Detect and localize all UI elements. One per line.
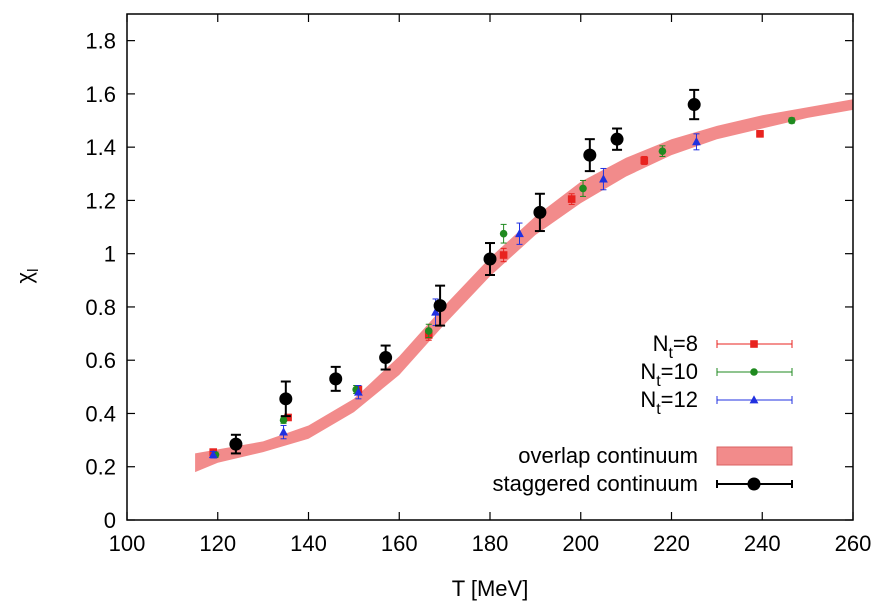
data-point bbox=[354, 387, 363, 396]
data-point bbox=[499, 251, 508, 259]
x-tick-label: 240 bbox=[744, 531, 781, 556]
legend-label-sub: t bbox=[656, 401, 661, 418]
data-point bbox=[329, 372, 343, 386]
x-axis-title: T [MeV] bbox=[452, 576, 529, 601]
y-tick-label: 1 bbox=[104, 242, 116, 267]
legend-label: staggered continuum bbox=[493, 471, 698, 496]
data-point bbox=[583, 148, 597, 162]
y-tick-label: 1.8 bbox=[85, 29, 116, 54]
data-point bbox=[483, 252, 497, 266]
data-point bbox=[515, 228, 524, 238]
data-point bbox=[687, 98, 701, 112]
y-tick-label: 0.4 bbox=[85, 401, 116, 426]
legend-marker bbox=[749, 395, 759, 404]
legend-label-main: N bbox=[640, 387, 656, 412]
y-tick-label: 0.6 bbox=[85, 348, 116, 373]
legend-label: Nt=10 bbox=[640, 359, 698, 390]
legend-label: Nt=8 bbox=[653, 331, 698, 362]
legend-label-main: N bbox=[653, 331, 669, 356]
data-point bbox=[424, 327, 433, 335]
data-point bbox=[499, 229, 508, 238]
x-tick-label: 200 bbox=[562, 531, 599, 556]
data-point bbox=[229, 437, 243, 451]
series-1 bbox=[211, 116, 796, 459]
y-axis-title-sub: l bbox=[25, 269, 42, 272]
legend-label-band: overlap continuum bbox=[518, 443, 698, 468]
legend-label-sub: t bbox=[668, 345, 673, 362]
x-tick-label: 100 bbox=[109, 531, 146, 556]
legend-label-tail: =10 bbox=[661, 359, 698, 384]
data-point bbox=[379, 351, 393, 365]
data-point bbox=[579, 184, 587, 193]
y-tick-label: 0.8 bbox=[85, 295, 116, 320]
data-point bbox=[599, 174, 608, 183]
data-point bbox=[533, 205, 547, 219]
legend-label-tail: =12 bbox=[661, 387, 698, 412]
data-point bbox=[279, 427, 288, 436]
series-3 bbox=[229, 88, 701, 455]
series-2 bbox=[208, 133, 701, 459]
y-tick-label: 1.4 bbox=[85, 135, 116, 160]
legend-marker bbox=[750, 368, 758, 376]
legend-marker bbox=[747, 477, 761, 491]
ticks-layer: 100 120 140 160 180 200 220 240 260 0 0.2 0.4 0.6 0.8… bbox=[85, 14, 871, 556]
y-axis-title: χl bbox=[12, 269, 42, 284]
y-axis-title-main: χ bbox=[12, 271, 37, 283]
data-point bbox=[787, 116, 796, 125]
data-point bbox=[284, 413, 292, 422]
legend-label-main: N bbox=[640, 359, 656, 384]
legend-band-swatch bbox=[716, 446, 793, 466]
x-tick-label: 120 bbox=[199, 531, 236, 556]
data-point bbox=[279, 392, 293, 406]
points-layer bbox=[208, 88, 796, 459]
legend-label-tail: =8 bbox=[673, 331, 698, 356]
legend-marker bbox=[750, 340, 758, 348]
x-tick-label: 160 bbox=[381, 531, 418, 556]
y-tick-label: 1.2 bbox=[85, 188, 116, 213]
x-tick-label: 220 bbox=[653, 531, 690, 556]
data-point bbox=[433, 299, 447, 313]
legend-label-sub: t bbox=[656, 373, 661, 390]
data-point bbox=[692, 137, 701, 146]
data-point bbox=[756, 130, 764, 138]
x-tick-label: 180 bbox=[472, 531, 509, 556]
data-point bbox=[640, 156, 649, 165]
x-tick-label: 260 bbox=[835, 531, 872, 556]
data-point bbox=[208, 449, 218, 459]
data-point bbox=[658, 147, 667, 155]
legend-label-main: staggered continuum bbox=[493, 471, 698, 496]
y-tick-label: 0.2 bbox=[85, 455, 116, 480]
y-tick-label: 0 bbox=[104, 508, 116, 533]
x-tick-label: 140 bbox=[290, 531, 327, 556]
y-tick-label: 1.6 bbox=[85, 82, 116, 107]
legend-label: Nt=12 bbox=[640, 387, 698, 418]
data-point bbox=[567, 195, 576, 203]
data-point bbox=[610, 132, 624, 146]
data-point bbox=[431, 307, 440, 316]
data-point bbox=[279, 416, 288, 424]
